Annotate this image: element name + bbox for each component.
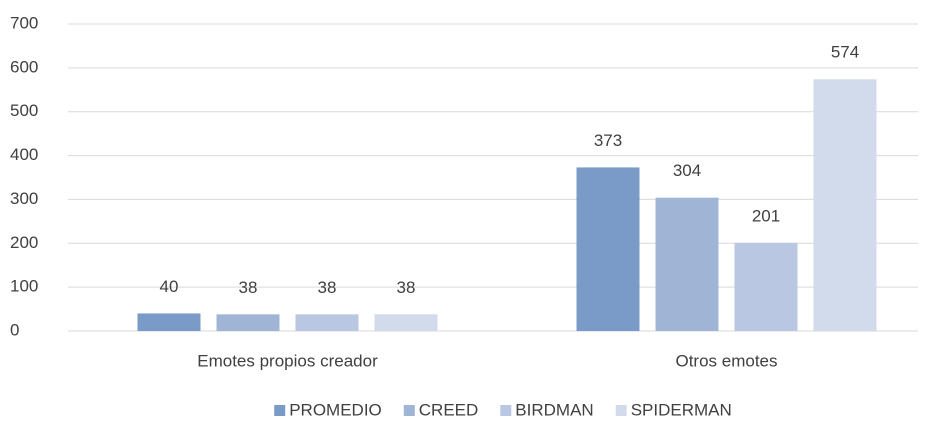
y-tick-label: 300 (10, 189, 38, 208)
legend-label: SPIDERMAN (631, 400, 732, 419)
y-tick-label: 100 (10, 277, 38, 296)
bar (137, 313, 201, 331)
data-label: 373 (594, 131, 622, 150)
legend: PROMEDIO CREED BIRDMAN SPIDERMAN (274, 400, 732, 419)
bar (655, 197, 719, 331)
bar (734, 242, 798, 331)
legend-swatch (274, 405, 286, 416)
legend-label: BIRDMAN (515, 400, 593, 419)
y-tick-label: 500 (10, 101, 38, 120)
legend-label: CREED (419, 400, 479, 419)
legend-label: PROMEDIO (289, 400, 382, 419)
bar (576, 167, 640, 331)
bar (813, 79, 877, 331)
data-label: 40 (160, 277, 179, 296)
data-label: 574 (831, 43, 859, 62)
bar (374, 314, 438, 331)
y-tick-label: 400 (10, 145, 38, 164)
legend-swatch (615, 405, 627, 416)
data-label: 38 (397, 278, 416, 297)
x-tick-label: Emotes propios creador (197, 351, 378, 370)
legend-swatch (403, 405, 415, 416)
legend-swatch (500, 405, 512, 416)
y-tick-label: 600 (10, 57, 38, 76)
data-label: 38 (318, 278, 337, 297)
x-tick-label: Otros emotes (675, 351, 777, 370)
bar (295, 314, 359, 331)
data-label: 304 (673, 161, 701, 180)
data-label: 201 (752, 206, 780, 225)
bar (216, 314, 280, 331)
y-tick-label: 0 (10, 320, 19, 339)
data-label: 38 (239, 278, 258, 297)
y-tick-label: 700 (10, 13, 38, 32)
y-tick-label: 200 (10, 233, 38, 252)
